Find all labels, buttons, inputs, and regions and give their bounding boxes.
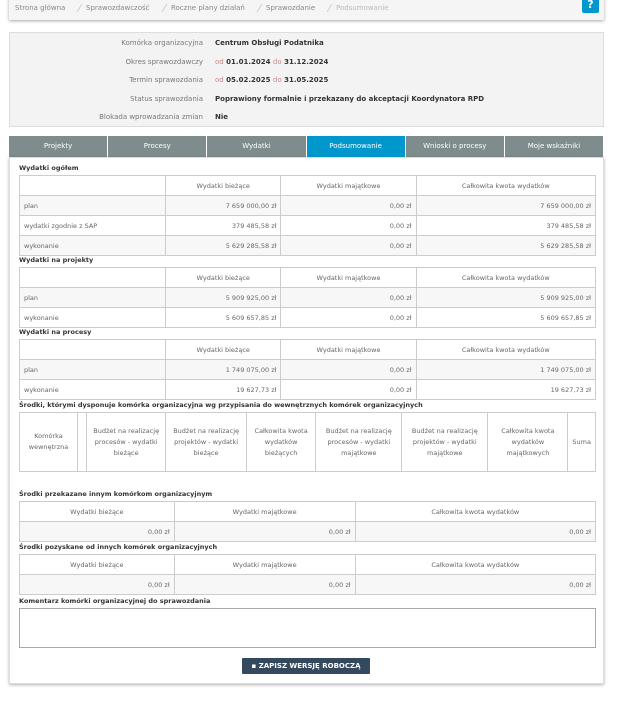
column-header: Budżet na realizację procesów - wydatki …	[86, 412, 167, 472]
save-draft-button[interactable]: ▪ ZAPISZ WERSJĘ ROBOCZĄ	[242, 658, 370, 674]
tabs: Projekty Procesy Wydatki Podsumowanie Wniosk…	[9, 136, 604, 157]
report-info: Komórka organizacyjna Centrum Obsługi Pod…	[9, 32, 604, 127]
column-header: Wydatki majątkowe	[280, 339, 417, 360]
tab-0[interactable]: Projekty	[9, 136, 108, 157]
tab-4[interactable]: Wnioski o procesy	[405, 136, 504, 157]
process-expenses-table: Wydatki bieżące Wydatki majątkowe Całkowit…	[19, 339, 597, 400]
section-title: Środki pozyskane od innych komórek organ…	[19, 543, 218, 551]
tab-2[interactable]: Wydatki	[207, 136, 306, 157]
column-header: Komórka wewnętrzna	[18, 412, 79, 472]
info-row: Status sprawozdania Poprawiony formalnie …	[130, 94, 485, 103]
breadcrumb-item: Podsumowanie	[335, 4, 389, 12]
section-title: Wydatki na procesy	[19, 328, 92, 336]
info-row: Blokada wprowadzania zmian Nie	[99, 113, 229, 121]
section-title: Wydatki ogółem	[19, 164, 79, 172]
column-header	[77, 412, 88, 472]
comment-label: Komentarz komórki organizacyjnej do spra…	[19, 597, 211, 605]
column-header: Wydatki majątkowe	[280, 175, 417, 196]
save-icon: ▪	[251, 662, 259, 670]
column-header: Suma	[567, 412, 596, 472]
table-row: wydatki zgodnie z SAP 379 485,58 zł 0,00 z…	[19, 215, 597, 236]
breadcrumb-item[interactable]: Sprawozdawczość	[78, 4, 168, 12]
breadcrumb-item[interactable]: Roczne plany działań	[162, 4, 262, 12]
comment-textarea[interactable]	[19, 608, 596, 648]
column-header: Wydatki bieżące	[164, 267, 282, 288]
section-title: Wydatki na projekty	[19, 256, 94, 264]
received-funds-table: Wydatki bieżące Wydatki majątkowe Całkowit…	[19, 554, 597, 595]
column-header: Całkowita kwota wydatków	[415, 267, 597, 288]
column-header: Wydatki bieżące	[164, 339, 282, 360]
column-header: Całkowita kwota wydatków	[415, 339, 597, 360]
info-row: Komórka organizacyjna Centrum Obsługi Pod…	[121, 39, 324, 47]
info-row: Okres sprawozdawczy od 01.01.2024 do 31.1…	[125, 57, 329, 66]
column-header: Wydatki majątkowe	[280, 267, 417, 288]
table-row: wykonanie 19 627,73 zł 0,00 zł 19 627,73 zł	[19, 379, 597, 400]
internal-units-table: Komórka wewnętrzna Budżet na realizację p…	[18, 412, 596, 472]
table-row: plan 5 909 925,00 zł 0,00 zł 5 909 925,00 z…	[19, 287, 597, 308]
column-header: Budżet na realizację procesów - wydatki …	[315, 412, 403, 472]
table-row: wykonanie 5 609 657,85 zł 0,00 zł 5 609 657…	[19, 307, 597, 328]
section-title: Środki przekazane innym komórkom organiz…	[19, 490, 213, 498]
table-row: plan 1 749 075,00 zł 0,00 zł 1 749 075,00 z…	[19, 359, 597, 380]
project-expenses-table: Wydatki bieżące Wydatki majątkowe Całkowit…	[19, 267, 597, 328]
tab-1[interactable]: Procesy	[108, 136, 207, 157]
column-header: Budżet na realizację projektów - wydatki…	[165, 412, 247, 472]
section-title: Środki, którymi dysponuje komórka organi…	[19, 401, 423, 409]
column-header: Całkowita kwota wydatków	[415, 175, 597, 196]
column-header: Budżet na realizację projektów - wydatki…	[401, 412, 489, 472]
table-row: plan 7 659 000,00 zł 0,00 zł 7 659 000,00 z…	[19, 195, 597, 216]
tab-5[interactable]: Moje wskaźniki	[504, 136, 604, 157]
column-header: Całkowita kwota wydatków majątkowych	[487, 412, 569, 472]
total-expenses-table: Wydatki bieżące Wydatki majątkowe Całkowit…	[19, 175, 597, 256]
column-header: Całkowita kwota wydatków bieżących	[245, 412, 317, 472]
breadcrumb-item[interactable]: Sprawozdanie	[257, 4, 333, 12]
summary-panel: Wydatki ogółem Wydatki bieżące Wydatki ma…	[9, 157, 604, 684]
transferred-funds-table: Wydatki bieżące Wydatki majątkowe Całkowit…	[19, 501, 597, 542]
breadcrumb: Strona główna Sprawozdawczość Roczne plany…	[6, 0, 604, 20]
column-header: Wydatki bieżące	[164, 175, 282, 196]
help-button[interactable]: ?	[582, 0, 599, 13]
info-row: Termin sprawozdania od 05.02.2025 do 31.0…	[129, 76, 329, 84]
breadcrumb-item[interactable]: Strona główna	[6, 4, 83, 12]
save-label: ZAPISZ WERSJĘ ROBOCZĄ	[258, 662, 361, 670]
tab-3[interactable]: Podsumowanie	[306, 136, 405, 157]
table-row: wykonanie 5 629 285,58 zł 0,00 zł 5 629 285…	[19, 235, 597, 256]
